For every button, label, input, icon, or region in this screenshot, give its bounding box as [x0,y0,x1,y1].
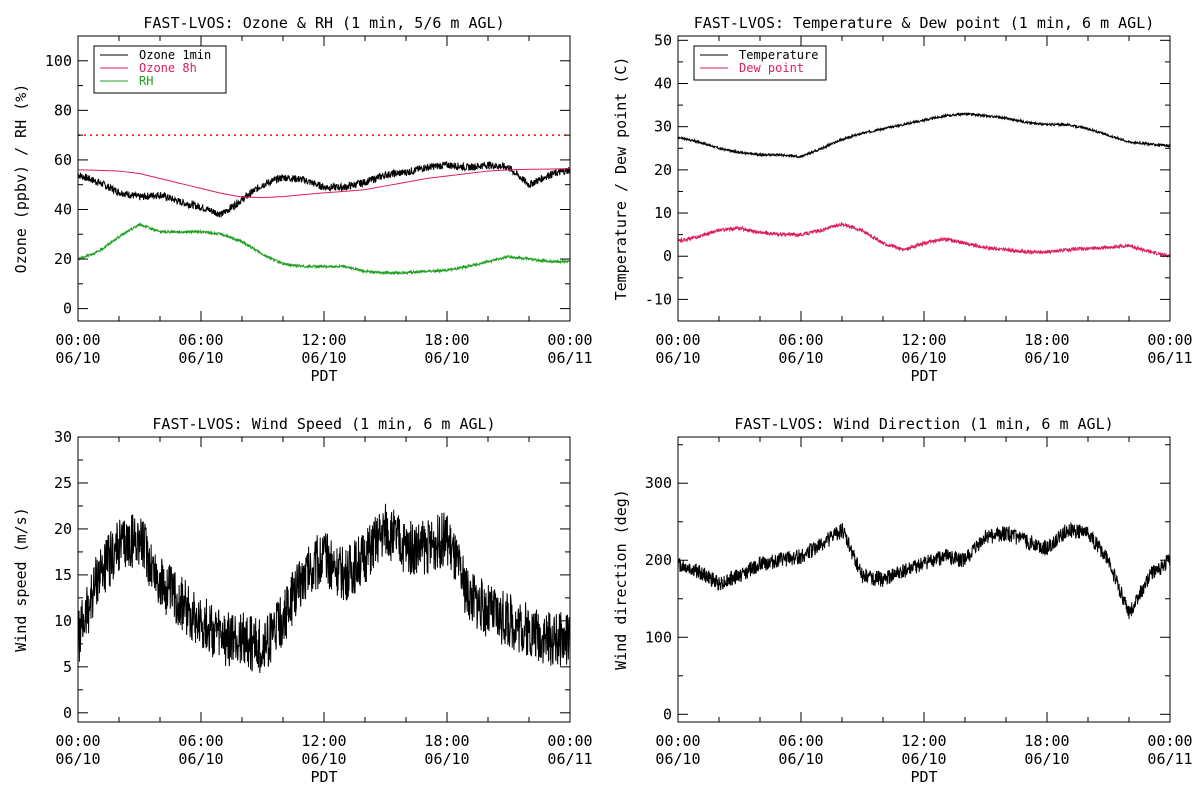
x-tick-time: 00:00 [655,331,700,349]
y-axis-label: Wind direction (deg) [612,489,630,670]
x-tick-date: 06/10 [778,750,823,768]
y-tick-label: 40 [654,75,672,93]
series-line-ozone-1min [78,161,570,218]
x-tick-date: 06/11 [547,349,592,367]
y-tick-label: 30 [54,428,72,446]
x-tick-time: 00:00 [547,331,592,349]
series-line-rh [78,221,570,276]
y-tick-label: 20 [54,250,72,268]
y-tick-label: 5 [63,658,72,676]
y-tick-label: 10 [54,612,72,630]
y-tick-label: 25 [54,474,72,492]
y-tick-label: 0 [63,300,72,318]
x-tick-date: 06/11 [1147,349,1192,367]
x-tick-time: 00:00 [1147,732,1192,750]
series-line-temperature [678,111,1170,159]
x-tick-date: 06/10 [301,750,346,768]
x-axis-label: PDT [910,367,937,385]
legend-label: RH [139,74,153,88]
x-tick-time: 12:00 [901,331,946,349]
legend-label: Dew point [739,61,804,75]
series-line-main [78,503,570,674]
y-tick-label: 30 [654,118,672,136]
series-line-main [678,522,1170,619]
x-tick-date: 06/10 [178,349,223,367]
x-tick-time: 00:00 [1147,331,1192,349]
x-tick-date: 06/11 [547,750,592,768]
legend-label: Temperature [739,48,818,62]
y-tick-label: 10 [654,204,672,222]
x-axis-label: PDT [910,768,937,786]
x-tick-time: 00:00 [55,331,100,349]
y-tick-label: 40 [54,200,72,218]
x-tick-time: 18:00 [1024,732,1069,750]
x-tick-time: 18:00 [424,732,469,750]
x-tick-date: 06/10 [901,349,946,367]
x-tick-date: 06/10 [178,750,223,768]
legend-box [93,45,227,94]
temperature-dewpoint-chart: FAST-LVOS: Temperature & Dew point (1 mi… [612,14,1193,385]
plot-frame [677,436,1171,723]
x-tick-date: 06/10 [1024,349,1069,367]
x-tick-time: 12:00 [901,732,946,750]
x-tick-time: 00:00 [55,732,100,750]
y-tick-label: 100 [45,52,72,70]
y-axis-label: Ozone (ppbv) / RH (%) [12,84,30,274]
y-tick-label: 300 [645,474,672,492]
x-tick-date: 06/10 [901,750,946,768]
x-tick-date: 06/10 [655,349,700,367]
x-tick-date: 06/10 [424,349,469,367]
x-tick-time: 12:00 [301,331,346,349]
series-line-dew-point [678,222,1170,259]
y-tick-label: -10 [645,290,672,308]
chart-title: FAST-LVOS: Temperature & Dew point (1 mi… [694,14,1155,32]
y-tick-label: 60 [54,151,72,169]
x-tick-date: 06/11 [1147,750,1192,768]
legend-label: Ozone 1min [139,48,211,62]
x-tick-date: 06/10 [55,750,100,768]
x-tick-date: 06/10 [778,349,823,367]
wind-direction-chart: FAST-LVOS: Wind Direction (1 min, 6 m AG… [612,415,1193,786]
series-line-ozone-8h [78,168,570,199]
y-tick-label: 0 [63,704,72,722]
x-tick-date: 06/10 [1024,750,1069,768]
wind-speed-chart: FAST-LVOS: Wind Speed (1 min, 6 m AGL) 0 5… [12,415,593,786]
x-tick-time: 06:00 [778,732,823,750]
y-tick-label: 80 [54,101,72,119]
chart-title: FAST-LVOS: Ozone & RH (1 min, 5/6 m AGL) [143,14,504,32]
y-tick-label: 0 [663,705,672,723]
y-tick-label: 20 [654,161,672,179]
x-tick-time: 06:00 [178,732,223,750]
x-tick-time: 12:00 [301,732,346,750]
legend-label: Ozone 8h [139,61,197,75]
y-axis-label: Temperature / Dew point (C) [612,57,630,301]
y-tick-label: 15 [54,566,72,584]
chart-title: FAST-LVOS: Wind Speed (1 min, 6 m AGL) [152,415,495,433]
x-tick-date: 06/10 [301,349,346,367]
x-axis-label: PDT [310,367,337,385]
y-axis-label: Wind speed (m/s) [12,507,30,652]
x-tick-time: 06:00 [178,331,223,349]
y-tick-label: 20 [54,520,72,538]
y-tick-label: 0 [663,247,672,265]
x-tick-time: 00:00 [655,732,700,750]
legend-box [693,45,827,81]
y-tick-label: 100 [645,628,672,646]
y-tick-label: 50 [654,31,672,49]
x-tick-time: 18:00 [424,331,469,349]
y-tick-label: 200 [645,551,672,569]
x-tick-time: 18:00 [1024,331,1069,349]
x-tick-date: 06/10 [424,750,469,768]
x-tick-date: 06/10 [55,349,100,367]
x-axis-label: PDT [310,768,337,786]
x-tick-date: 06/10 [655,750,700,768]
chart-title: FAST-LVOS: Wind Direction (1 min, 6 m AG… [734,415,1113,433]
ozone-rh-chart: FAST-LVOS: Ozone & RH (1 min, 5/6 m AGL)… [12,14,593,385]
x-tick-time: 06:00 [778,331,823,349]
x-tick-time: 00:00 [547,732,592,750]
